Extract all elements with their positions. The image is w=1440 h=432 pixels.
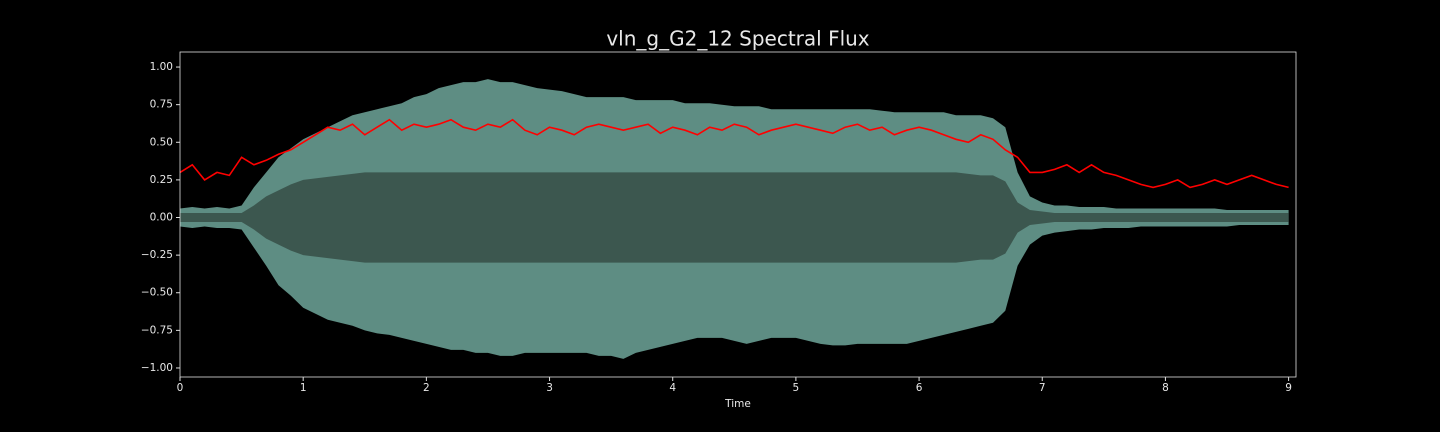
y-tick-label: −0.25: [141, 249, 173, 261]
y-tick-label: −1.00: [141, 362, 173, 374]
waveform-area: [180, 172, 1289, 263]
y-tick-label: 0.50: [150, 136, 173, 148]
x-tick-label: 5: [793, 382, 800, 394]
x-tick-label: 3: [546, 382, 553, 394]
x-tick-label: 8: [1162, 382, 1169, 394]
x-tick-label: 9: [1285, 382, 1292, 394]
x-axis-label: Time: [724, 398, 751, 410]
x-tick-label: 6: [916, 382, 923, 394]
y-tick-label: 0.00: [150, 212, 173, 224]
y-tick-label: −0.50: [141, 287, 173, 299]
y-tick-label: 0.25: [150, 174, 173, 186]
x-tick-label: 1: [300, 382, 307, 394]
y-tick-label: 1.00: [150, 61, 173, 73]
flux-line: [179, 118, 1289, 189]
chart-title: vln_g_G2_12 Spectral Flux: [606, 27, 869, 51]
plot-frame: [179, 51, 1297, 378]
x-tick-label: 4: [669, 382, 676, 394]
x-tick-label: 2: [423, 382, 430, 394]
x-tick-label: 0: [177, 382, 184, 394]
x-tick-label: 7: [1039, 382, 1046, 394]
y-tick-label: 0.75: [150, 99, 173, 111]
y-tick-label: −0.75: [141, 324, 173, 336]
